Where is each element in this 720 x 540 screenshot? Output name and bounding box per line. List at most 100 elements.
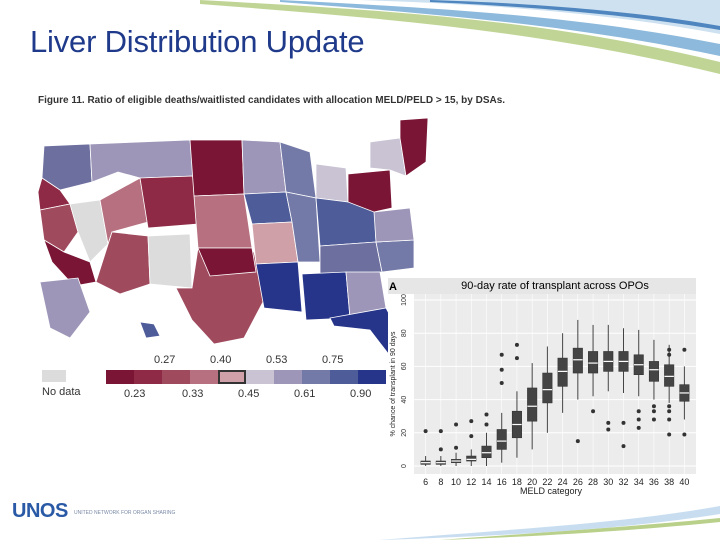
region-virginia xyxy=(373,207,415,243)
legend-bottom-tick: 0.90 xyxy=(350,388,372,400)
x-tick-label: 20 xyxy=(527,477,537,487)
y-tick-label: 40 xyxy=(401,396,408,404)
region-nebraska-kansas xyxy=(193,193,253,249)
box-iqr xyxy=(588,351,599,374)
panel-letter: A xyxy=(389,281,397,293)
region-mississippi-alabama xyxy=(301,271,351,321)
box-outlier xyxy=(514,356,519,361)
region-carolinas xyxy=(375,239,415,273)
slide-title: Liver Distribution Update xyxy=(30,24,365,59)
box-outlier xyxy=(651,417,656,422)
x-tick-label: 26 xyxy=(573,477,583,487)
x-tick-label: 38 xyxy=(664,477,674,487)
x-tick-label: 32 xyxy=(618,477,628,487)
region-iowa xyxy=(243,191,293,225)
region-colorado xyxy=(139,175,199,229)
box-outlier xyxy=(667,347,672,352)
legend-bottom-tick: 0.61 xyxy=(294,388,316,400)
figure-caption: Figure 11. Ratio of eligible deaths/wait… xyxy=(38,95,506,106)
box-outlier xyxy=(667,409,672,414)
box-iqr xyxy=(481,445,492,459)
x-tick-label: 22 xyxy=(542,477,552,487)
box-iqr xyxy=(557,357,568,387)
box-iqr xyxy=(496,429,507,450)
box-outlier xyxy=(514,342,519,347)
box-outlier xyxy=(438,447,443,452)
x-tick-label: 14 xyxy=(481,477,491,487)
chart-title: 90-day rate of transplant across OPOs xyxy=(461,280,649,292)
chart-title-bar xyxy=(388,278,696,294)
box-outlier xyxy=(651,409,656,414)
map-legend: 0.27 0.40 0.53 0.75 No data 0.23 0.33 0.… xyxy=(36,352,436,402)
region-minnesota xyxy=(241,139,287,195)
box-outlier xyxy=(499,352,504,357)
box-iqr xyxy=(542,372,553,404)
box-outlier xyxy=(636,425,641,430)
plot-area xyxy=(414,294,696,474)
region-hawaii xyxy=(139,321,161,339)
legend-bin xyxy=(162,370,190,384)
legend-bottom-tick: 0.33 xyxy=(182,388,204,400)
box-outlier xyxy=(469,434,474,439)
box-outlier xyxy=(575,439,580,444)
x-tick-label: 16 xyxy=(497,477,507,487)
x-tick-label: 6 xyxy=(423,477,428,487)
box-outlier xyxy=(423,429,428,434)
box-outlier xyxy=(606,420,611,425)
x-tick-label: 36 xyxy=(649,477,659,487)
box-outlier xyxy=(484,412,489,417)
us-dsa-map xyxy=(37,117,429,357)
box-outlier xyxy=(499,381,504,385)
region-oklahoma xyxy=(197,247,257,277)
y-tick-label: 20 xyxy=(401,429,408,437)
region-missouri xyxy=(251,221,299,265)
region-michigan xyxy=(315,163,349,203)
legend-bottom-tick: 0.45 xyxy=(238,388,260,400)
unos-logo: UNOS UNITED NETWORK FOR ORGAN SHARING xyxy=(12,500,212,526)
box-outlier xyxy=(636,409,641,414)
region-dakotas xyxy=(189,139,245,197)
nodata-label: No data xyxy=(42,386,81,398)
y-tick-label: 60 xyxy=(401,362,408,370)
x-tick-label: 18 xyxy=(512,477,522,487)
footer-swoosh xyxy=(380,506,720,540)
x-tick-label: 28 xyxy=(588,477,598,487)
box-outlier xyxy=(621,444,626,449)
x-tick-label: 34 xyxy=(634,477,644,487)
legend-bin xyxy=(246,370,274,384)
legend-bottom-tick: 0.23 xyxy=(124,388,146,400)
region-illinois xyxy=(285,191,321,263)
box-outlier xyxy=(484,422,489,427)
legend-top-tick: 0.40 xyxy=(210,354,232,366)
region-pennsylvania xyxy=(347,169,393,213)
box-outlier xyxy=(454,445,459,450)
box-outlier xyxy=(667,417,672,422)
box-outlier xyxy=(621,420,626,425)
legend-bin xyxy=(218,370,246,384)
region-new-york xyxy=(369,137,407,177)
box-outlier xyxy=(499,367,504,372)
region-alaska xyxy=(39,277,91,339)
region-wisconsin xyxy=(279,141,317,199)
y-tick-label: 80 xyxy=(401,329,408,337)
legend-top-tick: 0.75 xyxy=(322,354,344,366)
x-tick-label: 40 xyxy=(679,477,689,487)
region-arkansas-louisiana xyxy=(255,261,303,313)
legend-bin xyxy=(274,370,302,384)
nodata-swatch xyxy=(42,370,66,382)
region-northern-california xyxy=(39,203,79,253)
region-pacific-northwest xyxy=(41,143,93,191)
legend-bin xyxy=(190,370,218,384)
box-outlier xyxy=(682,347,687,352)
box-outlier xyxy=(454,422,459,427)
y-tick-label: 0 xyxy=(401,464,408,468)
box-outlier xyxy=(667,352,672,357)
box-outlier xyxy=(469,419,474,424)
legend-bin xyxy=(330,370,358,384)
region-idaho-montana xyxy=(89,139,195,183)
region-utah xyxy=(99,177,149,245)
x-tick-label: 10 xyxy=(451,477,461,487)
box-outlier xyxy=(667,404,672,409)
legend-top-tick: 0.53 xyxy=(266,354,288,366)
header-swoosh xyxy=(200,0,720,74)
